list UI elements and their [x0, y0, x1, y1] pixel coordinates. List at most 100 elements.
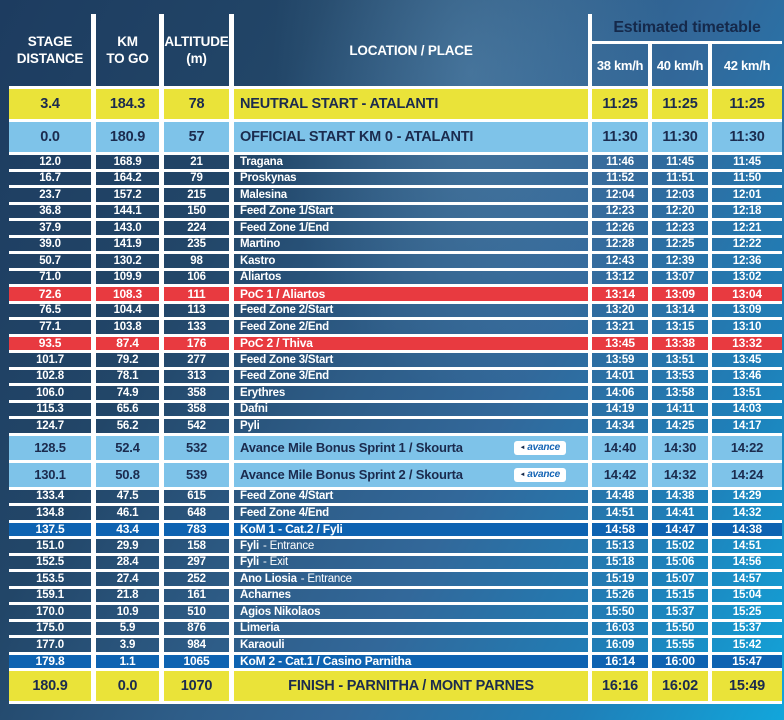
grid-gap: [229, 671, 234, 701]
grid-gap: [159, 369, 164, 383]
location-name: Malesina: [240, 188, 287, 201]
grid-gap: [648, 188, 652, 202]
altitude-cell: 984: [187, 638, 206, 651]
location-name: Feed Zone 3/Start: [240, 353, 334, 366]
time-40-cell: 15:15: [665, 589, 695, 602]
location-cell: Kastro: [234, 254, 588, 268]
location-cell: Avance Mile Bonus Sprint 2 / Skourta ◄ ava…: [234, 462, 588, 487]
time-42-cell: 11:30: [712, 122, 782, 152]
location-cell: Feed Zone 3/Start: [234, 353, 588, 367]
timetable-row: 180.9 0.0 1070 FINISH - PARNITHA / MONT PAR…: [9, 671, 782, 704]
grid-gap: [229, 155, 234, 169]
stage-distance-cell: 153.5: [36, 572, 64, 585]
avance-logo: ◄ avance: [513, 467, 566, 482]
km-to-go-cell: 5.9: [119, 622, 136, 635]
grid-gap: [229, 369, 234, 383]
timetable-row: 0.0 180.9 57 OFFICIAL START KM 0 - ATALANTI…: [9, 122, 782, 155]
grid-gap: [229, 462, 234, 487]
grid-gap: [159, 489, 164, 503]
location-name: Feed Zone 1/Start: [240, 205, 334, 218]
grid-gap: [588, 572, 592, 586]
km-to-go-cell: 78.1: [116, 370, 139, 383]
time-42-cell: 12:18: [732, 205, 762, 218]
grid-gap: [708, 89, 712, 119]
grid-gap: [588, 555, 592, 569]
km-to-go-cell: 79.2: [116, 353, 139, 366]
timetable-row: 153.5 27.4 252 Ano Liosia - Entrance 15:19 15:…: [9, 572, 782, 589]
km-to-go-cell: 130.2: [113, 254, 142, 267]
stage-distance-cell: 36.8: [39, 205, 61, 218]
time-40-cell: 16:02: [652, 671, 708, 701]
grid-gap: [229, 506, 234, 520]
grid-gap: [229, 489, 234, 503]
timetable-row: 71.0 109.9 106 Aliartos 13:12 13:07 13:02: [9, 270, 782, 287]
location-cell: Proskynas: [234, 172, 588, 186]
location-cell: OFFICIAL START KM 0 - ATALANTI: [234, 122, 588, 152]
grid-gap: [708, 303, 712, 317]
grid-gap: [229, 353, 234, 367]
grid-gap: [648, 254, 652, 268]
grid-gap: [159, 287, 164, 301]
grid-gap: [91, 353, 96, 367]
grid-gap: [91, 419, 96, 433]
location-name: Ano Liosia: [240, 572, 297, 585]
grid-gap: [708, 386, 712, 400]
grid-gap: [708, 555, 712, 569]
time-40-cell: 12:39: [665, 254, 695, 267]
grid-gap: [708, 506, 712, 520]
stage-distance-cell: 102.8: [36, 370, 64, 383]
location-name: Agios Nikolaos: [240, 605, 321, 618]
location-name: FINISH - PARNITHA / MONT PARNES: [288, 678, 534, 694]
time-38-cell: 16:14: [592, 654, 648, 668]
km-to-go-cell: 141.9: [113, 238, 142, 251]
stage-distance-cell: 137.5: [9, 522, 91, 536]
timetable-row: 102.8 78.1 313 Feed Zone 3/End 14:01 13:53 13:…: [9, 369, 782, 386]
time-42-cell: 13:51: [732, 386, 762, 399]
stage-distance-cell: 12.0: [39, 155, 61, 168]
grid-gap: [229, 204, 234, 218]
location-cell: Aliartos: [234, 271, 588, 285]
grid-gap: [648, 204, 652, 218]
time-40-cell: 13:58: [665, 386, 695, 399]
time-40-cell: 11:25: [652, 89, 708, 119]
grid-gap: [708, 588, 712, 602]
location-cell: Feed Zone 1/Start: [234, 205, 588, 219]
altitude-cell: 21: [190, 155, 203, 168]
grid-gap: [159, 155, 164, 169]
grid-gap: [588, 522, 592, 536]
grid-gap: [229, 320, 234, 334]
grid-gap: [588, 221, 592, 235]
grid-gap: [91, 320, 96, 334]
time-42-cell: 12:22: [732, 238, 762, 251]
location-name: Feed Zone 4/Start: [240, 490, 334, 503]
location-name: KoM 2 - Cat.1 / Casino Parnitha: [240, 654, 412, 669]
grid-gap: [159, 555, 164, 569]
timetable-row: 133.4 47.5 615 Feed Zone 4/Start 14:48 14:38 1…: [9, 489, 782, 506]
stage-distance-cell: 76.5: [39, 304, 61, 317]
grid-gap: [648, 320, 652, 334]
grid-gap: [648, 671, 652, 701]
time-42-cell: 14:32: [732, 506, 762, 519]
avance-arrow-icon: ◄: [519, 444, 526, 451]
grid-gap: [588, 171, 592, 185]
grid-gap: [229, 336, 234, 350]
grid-gap: [708, 605, 712, 619]
stage-distance-cell: 179.8: [9, 654, 91, 668]
altitude-cell: 113: [187, 304, 206, 317]
altitude-cell: 79: [190, 172, 203, 185]
stage-distance-cell: 170.0: [36, 605, 64, 618]
grid-gap: [229, 287, 234, 301]
grid-gap: [588, 237, 592, 251]
estimated-timetable-header: Estimated timetable 38 km/h 40 km/h 42 k…: [592, 14, 782, 86]
stage-distance-cell: 177.0: [36, 638, 64, 651]
grid-gap: [159, 254, 164, 268]
time-38-cell: 14:58: [592, 522, 648, 536]
altitude-cell: 277: [187, 353, 206, 366]
grid-gap: [708, 171, 712, 185]
time-40-cell: 14:41: [665, 506, 695, 519]
time-40-cell: 14:11: [666, 403, 694, 416]
time-38-cell: 14:06: [605, 386, 635, 399]
time-42-cell: 15:42: [732, 638, 762, 651]
location-name: Aliartos: [240, 271, 282, 284]
